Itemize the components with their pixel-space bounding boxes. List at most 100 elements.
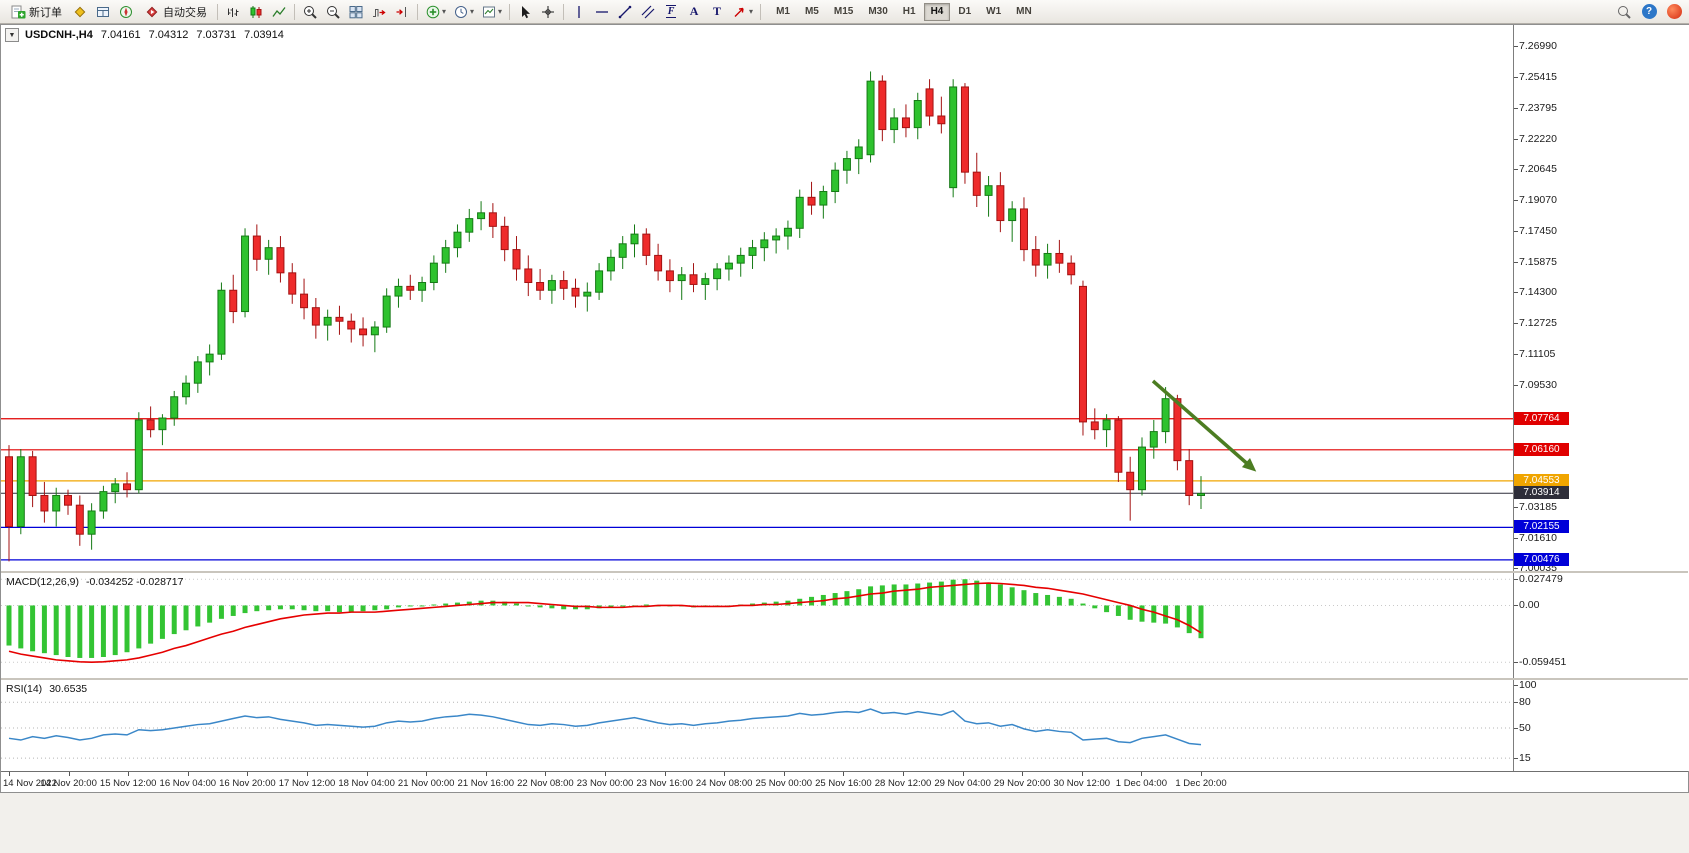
- autotrading-button[interactable]: 自动交易: [138, 2, 213, 22]
- horizontal-line-button[interactable]: [591, 2, 613, 22]
- cursor-button[interactable]: [514, 2, 536, 22]
- search-icon: [1618, 5, 1631, 19]
- vertical-line-button[interactable]: [568, 2, 590, 22]
- vertical-line-icon: [578, 5, 580, 18]
- ohlc-close: 7.03914: [244, 29, 284, 41]
- time-axis-tick: [128, 772, 130, 776]
- timeframe-button-m1[interactable]: M1: [769, 3, 797, 21]
- text-label-icon: T: [713, 4, 722, 18]
- time-axis-label: 24 Nov 08:00: [695, 778, 753, 789]
- toolbar-separator: [509, 3, 511, 20]
- navigator-icon: [120, 5, 132, 18]
- text-label-button[interactable]: T: [706, 2, 728, 22]
- timeframe-button-d1[interactable]: D1: [951, 3, 978, 21]
- timeframe-button-w1[interactable]: W1: [979, 3, 1008, 21]
- price-line-label[interactable]: 7.03914: [1514, 486, 1569, 500]
- market-watch-button[interactable]: [69, 2, 91, 22]
- fibonacci-icon: F: [665, 5, 677, 18]
- price-axis-label: 7.11105: [1513, 348, 1556, 361]
- time-axis-tick: [1201, 772, 1202, 776]
- clock-icon: [455, 5, 468, 18]
- macd-label: MACD(12,26,9) -0.034252 -0.028717: [6, 576, 183, 588]
- price-axis-label: 7.12725: [1514, 316, 1557, 329]
- price-line-label[interactable]: 7.02155: [1514, 520, 1569, 534]
- text-tool-button[interactable]: A: [683, 2, 705, 22]
- rsi-name: RSI(14): [6, 683, 43, 695]
- timeframe-button-h1[interactable]: H1: [896, 3, 923, 21]
- price-line-label[interactable]: 7.00476: [1514, 552, 1569, 566]
- horizontal-lines-layer[interactable]: [1, 418, 1513, 561]
- channel-button[interactable]: [637, 2, 659, 22]
- price-line-label[interactable]: 7.07764: [1514, 411, 1569, 425]
- trend-arrow[interactable]: [1151, 379, 1257, 472]
- timeframe-button-mn[interactable]: MN: [1009, 3, 1039, 21]
- timeframe-toolbar: M1 M5 M15 M30 H1 H4 D1 W1 MN: [769, 2, 1039, 21]
- chart-window: ▼ USDCNH-,H4 7.04161 7.04312 7.03731 7.0…: [0, 24, 1689, 793]
- toolbar-separator: [563, 3, 565, 20]
- time-axis-tick: [1022, 772, 1024, 776]
- timeframe-button-m5[interactable]: M5: [798, 3, 826, 21]
- macd-canvas[interactable]: [1, 573, 1513, 678]
- auto-scroll-button[interactable]: [368, 2, 390, 22]
- crosshair-button[interactable]: [537, 2, 559, 22]
- line-chart-button[interactable]: [268, 2, 290, 22]
- bar-chart-button[interactable]: [222, 2, 244, 22]
- help-button[interactable]: ?: [1638, 2, 1660, 22]
- time-axis-tick: [485, 772, 487, 776]
- one-click-trading-collapse-button[interactable]: ▼: [5, 28, 19, 42]
- time-axis-tick: [605, 772, 606, 776]
- time-axis-tick: [1141, 772, 1143, 776]
- timeframe-button-m15[interactable]: M15: [827, 3, 860, 21]
- search-button[interactable]: [1613, 2, 1635, 22]
- trendline-button[interactable]: [614, 2, 636, 22]
- panel-splitter[interactable]: [1, 571, 1688, 573]
- time-axis-label: 17 Nov 12:00: [278, 778, 336, 789]
- time-axis-label: 18 Nov 04:00: [338, 778, 395, 789]
- trendline-icon: [618, 5, 632, 18]
- candlestick-chart-button[interactable]: [245, 2, 267, 22]
- zoom-out-button[interactable]: [322, 2, 344, 22]
- fibonacci-button[interactable]: F: [660, 2, 682, 22]
- price-axis-label: 7.20645: [1514, 163, 1557, 176]
- rsi-canvas[interactable]: [1, 680, 1513, 771]
- macd-values: -0.034252 -0.028717: [85, 576, 184, 588]
- arrow-tool-icon: [734, 7, 744, 17]
- auto-scroll-icon: [373, 8, 386, 17]
- toolbar-separator: [217, 3, 218, 20]
- chart-shift-button[interactable]: [391, 2, 413, 22]
- periods-button[interactable]: ▾: [450, 2, 477, 22]
- crosshair-icon: [542, 5, 555, 18]
- timeframe-button-h4[interactable]: H4: [923, 2, 951, 21]
- time-axis-label: 30 Nov 12:00: [1053, 778, 1111, 789]
- price-axis[interactable]: 7.26990 7.25415 7.23795 7.22220 7.20645 7.190…: [1513, 25, 1689, 771]
- price-axis-label: 100: [1514, 679, 1537, 691]
- templates-button[interactable]: ▾: [478, 2, 505, 22]
- rsi-line: [8, 708, 1202, 746]
- template-icon: [483, 6, 496, 17]
- time-axis-tick: [903, 772, 904, 776]
- toolbar-separator: [760, 3, 762, 20]
- timeframe-button-m30[interactable]: M30: [861, 3, 894, 21]
- price-axis-label: -0.059451: [1513, 656, 1567, 669]
- zoom-in-button[interactable]: [299, 2, 321, 22]
- price-chart-canvas[interactable]: [1, 25, 1513, 571]
- new-order-button[interactable]: 新订单: [4, 2, 68, 22]
- data-window-button[interactable]: [92, 2, 114, 22]
- live-update-button[interactable]: [1663, 2, 1685, 22]
- macd-name: MACD(12,26,9): [6, 576, 79, 588]
- time-axis-label: 14 Nov 2022: [3, 778, 57, 789]
- arrows-tool-button[interactable]: ▾: [729, 2, 756, 22]
- time-axis[interactable]: 14 Nov 2022 14 Nov 20:00 15 Nov 12:00 16 No…: [1, 771, 1688, 792]
- tile-windows-button[interactable]: [345, 2, 367, 22]
- time-axis-label: 22 Nov 08:00: [517, 778, 574, 789]
- chart-symbol-period: USDCNH-,H4: [25, 29, 93, 41]
- ohlc-high: 7.04312: [148, 29, 189, 41]
- panel-splitter[interactable]: [1, 678, 1688, 680]
- ohlc-open: 7.04161: [100, 29, 141, 41]
- time-axis-tick: [68, 772, 70, 776]
- price-line-label[interactable]: 7.06160: [1514, 442, 1569, 456]
- price-line-label[interactable]: 7.04553: [1514, 473, 1569, 487]
- indicators-button[interactable]: ▾: [422, 2, 449, 22]
- price-axis-label: 7.03185: [1514, 501, 1557, 514]
- navigator-button[interactable]: [115, 2, 137, 22]
